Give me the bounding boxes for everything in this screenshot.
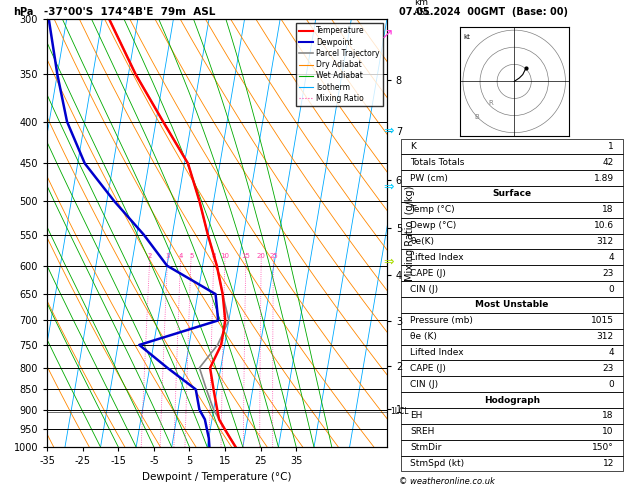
Bar [401, 202, 623, 218]
Text: 150°: 150° [592, 443, 614, 452]
Bar [401, 281, 623, 297]
Text: 3: 3 [165, 253, 170, 259]
Bar [401, 265, 623, 281]
Bar [401, 155, 623, 170]
Bar [401, 455, 623, 471]
Text: ⇒: ⇒ [384, 256, 394, 269]
Text: Pressure (mb): Pressure (mb) [410, 316, 473, 325]
Text: 23: 23 [603, 364, 614, 373]
Text: 1LCL: 1LCL [390, 407, 408, 416]
Text: 2: 2 [148, 253, 152, 259]
Bar [401, 170, 623, 186]
Text: 4: 4 [608, 348, 614, 357]
Text: 4: 4 [179, 253, 183, 259]
Bar [401, 361, 623, 376]
Text: 10.6: 10.6 [594, 221, 614, 230]
Bar [401, 218, 623, 234]
Bar [401, 440, 623, 455]
Text: θe(K): θe(K) [410, 237, 434, 246]
Text: Lifted Index: Lifted Index [410, 348, 464, 357]
Text: 25: 25 [269, 253, 278, 259]
Text: 18: 18 [603, 206, 614, 214]
Text: 18: 18 [603, 412, 614, 420]
Text: Surface: Surface [493, 190, 532, 198]
Text: km
ASL: km ASL [414, 0, 431, 17]
Text: 312: 312 [597, 237, 614, 246]
Text: Totals Totals: Totals Totals [410, 158, 465, 167]
Text: kt: kt [463, 34, 470, 39]
Text: CAPE (J): CAPE (J) [410, 269, 446, 278]
Text: θe (K): θe (K) [410, 332, 437, 341]
Text: 1: 1 [608, 142, 614, 151]
Text: 12: 12 [603, 459, 614, 468]
Bar [401, 139, 623, 155]
Text: Most Unstable: Most Unstable [476, 300, 548, 310]
Bar [401, 297, 623, 313]
Text: B: B [474, 114, 479, 120]
Bar [401, 249, 623, 265]
Text: SREH: SREH [410, 427, 435, 436]
Text: 10: 10 [221, 253, 230, 259]
Text: CIN (J): CIN (J) [410, 380, 438, 389]
Legend: Temperature, Dewpoint, Parcel Trajectory, Dry Adiabat, Wet Adiabat, Isotherm, Mi: Temperature, Dewpoint, Parcel Trajectory… [296, 23, 383, 106]
Bar [401, 376, 623, 392]
Text: 42: 42 [603, 158, 614, 167]
Text: EH: EH [410, 412, 423, 420]
Text: CAPE (J): CAPE (J) [410, 364, 446, 373]
Text: ⇒: ⇒ [384, 181, 394, 193]
Text: 312: 312 [597, 332, 614, 341]
Text: R: R [488, 100, 493, 106]
Text: 1.89: 1.89 [594, 174, 614, 183]
Text: hPa: hPa [13, 7, 33, 17]
Bar [401, 186, 623, 202]
Text: Hodograph: Hodograph [484, 396, 540, 404]
Text: ⇒: ⇒ [384, 125, 394, 138]
Text: StmSpd (kt): StmSpd (kt) [410, 459, 464, 468]
Text: 0: 0 [608, 380, 614, 389]
Text: Lifted Index: Lifted Index [410, 253, 464, 262]
Text: 15: 15 [242, 253, 250, 259]
Text: 23: 23 [603, 269, 614, 278]
Bar [401, 345, 623, 361]
Text: StmDir: StmDir [410, 443, 442, 452]
Text: Dewp (°C): Dewp (°C) [410, 221, 457, 230]
Text: 10: 10 [603, 427, 614, 436]
Bar [401, 329, 623, 345]
Bar [401, 392, 623, 408]
Bar [401, 234, 623, 249]
Text: Temp (°C): Temp (°C) [410, 206, 455, 214]
Text: PW (cm): PW (cm) [410, 174, 448, 183]
Text: ↗: ↗ [381, 27, 393, 42]
Bar [401, 424, 623, 440]
X-axis label: Dewpoint / Temperature (°C): Dewpoint / Temperature (°C) [142, 472, 292, 482]
Y-axis label: Mixing Ratio  (g/kg): Mixing Ratio (g/kg) [405, 186, 415, 281]
Text: K: K [410, 142, 416, 151]
Text: 1015: 1015 [591, 316, 614, 325]
Text: 07.05.2024  00GMT  (Base: 00): 07.05.2024 00GMT (Base: 00) [399, 7, 569, 17]
Text: 0: 0 [608, 285, 614, 294]
Text: 5: 5 [189, 253, 193, 259]
Text: 4: 4 [608, 253, 614, 262]
Bar [401, 313, 623, 329]
Text: 8: 8 [211, 253, 216, 259]
Text: © weatheronline.co.uk: © weatheronline.co.uk [399, 477, 495, 486]
Text: 20: 20 [257, 253, 265, 259]
Text: CIN (J): CIN (J) [410, 285, 438, 294]
Text: -37°00'S  174°4B'E  79m  ASL: -37°00'S 174°4B'E 79m ASL [44, 7, 215, 17]
Bar [401, 408, 623, 424]
